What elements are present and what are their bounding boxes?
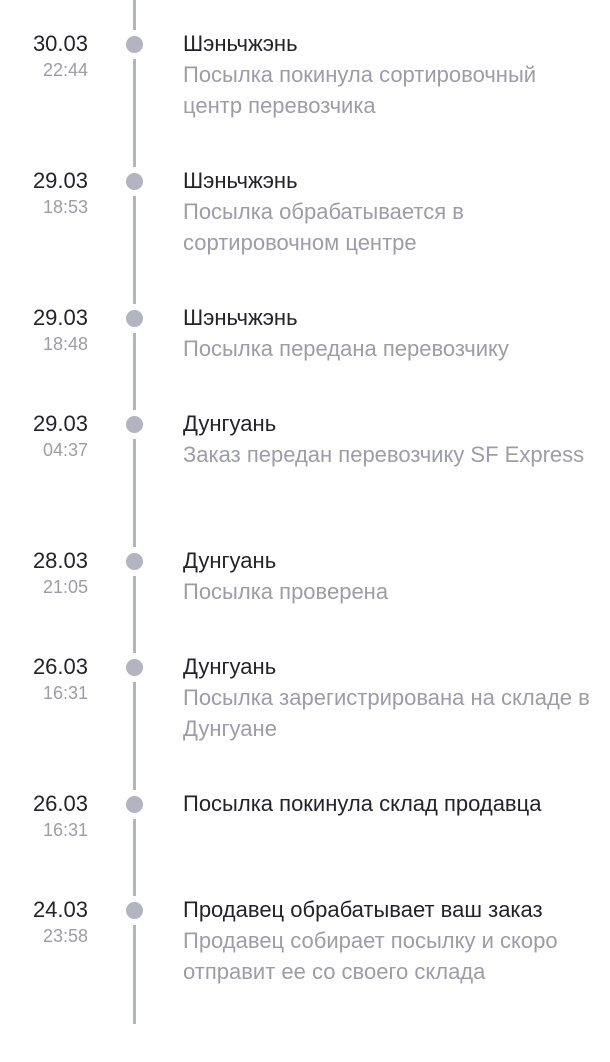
event-timestamp: 26.03 16:31 [0, 788, 88, 850]
event-description: Посылка обрабатывается в сортировочном ц… [183, 199, 464, 255]
timeline-dot-icon [120, 896, 149, 925]
event-details: Продавец обрабатывает ваш заказ Продавец… [183, 894, 598, 987]
event-timestamp: 29.03 18:48 [0, 302, 88, 364]
event-timestamp: 29.03 18:53 [0, 165, 88, 258]
event-time: 22:44 [42, 60, 88, 80]
event-description: Заказ передан перевозчику SF Express [183, 442, 585, 467]
timeline-event: 29.03 18:48 Шэньчжэнь Посылка передана п… [0, 302, 610, 408]
event-date: 24.03 [32, 897, 88, 922]
event-location: Шэньчжэнь [183, 31, 298, 56]
timeline-dot-icon [120, 547, 149, 576]
event-location: Шэньчжэнь [183, 168, 298, 193]
event-details: Дунгуань Посылка зарегистрирована на скл… [183, 651, 598, 744]
timeline-dot-icon [120, 790, 149, 819]
tracking-timeline: 30.03 22:44 Шэньчжэнь Посылка покинула с… [0, 28, 610, 1062]
event-location: Шэньчжэнь [183, 305, 298, 330]
timeline-dot-icon [120, 167, 149, 196]
event-timestamp: 24.03 23:58 [0, 894, 88, 1018]
event-time: 16:31 [42, 683, 88, 703]
event-location: Дунгуань [183, 411, 277, 436]
event-time: 23:58 [42, 926, 88, 946]
timeline-event: 28.03 21:05 Дунгуань Посылка проверена [0, 545, 610, 651]
event-time: 04:37 [42, 440, 88, 460]
event-description: Посылка проверена [183, 579, 389, 604]
event-details: Дунгуань Посылка проверена [183, 545, 598, 607]
event-details: Дунгуань Заказ передан перевозчику SF Ex… [183, 408, 598, 470]
event-time: 18:48 [42, 334, 88, 354]
event-timestamp: 30.03 22:44 [0, 28, 88, 121]
event-details: Шэньчжэнь Посылка передана перевозчику [183, 302, 598, 364]
event-date: 29.03 [32, 305, 88, 330]
event-description: Посылка покинула сортировочный центр пер… [183, 62, 537, 118]
event-time: 16:31 [42, 820, 88, 840]
event-location: Дунгуань [183, 548, 277, 573]
event-time: 21:05 [42, 577, 88, 597]
event-location: Посылка покинула склад продавца [183, 791, 542, 816]
event-details: Посылка покинула склад продавца [183, 788, 598, 819]
event-location: Дунгуань [183, 654, 277, 679]
event-date: 26.03 [32, 791, 88, 816]
event-details: Шэньчжэнь Посылка покинула сортировочный… [183, 28, 598, 121]
event-description: Посылка зарегистрирована на складе в Дун… [183, 685, 590, 741]
timeline-event: 26.03 16:31 Дунгуань Посылка зарегистрир… [0, 651, 610, 788]
event-location: Продавец обрабатывает ваш заказ [183, 897, 543, 922]
timeline-event: 26.03 16:31 Посылка покинула склад прода… [0, 788, 610, 894]
timeline-dot-icon [120, 304, 149, 333]
timeline-event: 29.03 04:37 Дунгуань Заказ передан перев… [0, 408, 610, 545]
event-date: 29.03 [32, 411, 88, 436]
event-date: 30.03 [32, 31, 88, 56]
event-details: Шэньчжэнь Посылка обрабатывается в сорти… [183, 165, 598, 258]
timeline-event: 29.03 18:53 Шэньчжэнь Посылка обрабатыва… [0, 165, 610, 302]
event-timestamp: 28.03 21:05 [0, 545, 88, 607]
timeline-dot-icon [120, 30, 149, 59]
event-time: 18:53 [42, 197, 88, 217]
event-date: 29.03 [32, 168, 88, 193]
event-date: 26.03 [32, 654, 88, 679]
event-timestamp: 26.03 16:31 [0, 651, 88, 744]
timeline-event: 30.03 22:44 Шэньчжэнь Посылка покинула с… [0, 28, 610, 165]
event-date: 28.03 [32, 548, 88, 573]
event-timestamp: 29.03 04:37 [0, 408, 88, 501]
timeline-rail [133, 0, 136, 1024]
timeline-dot-icon [120, 653, 149, 682]
timeline-dot-icon [120, 410, 149, 439]
event-description: Посылка передана перевозчику [183, 336, 509, 361]
timeline-event: 24.03 23:58 Продавец обрабатывает ваш за… [0, 894, 610, 1062]
event-description: Продавец собирает посылку и скоро отправ… [183, 928, 558, 984]
